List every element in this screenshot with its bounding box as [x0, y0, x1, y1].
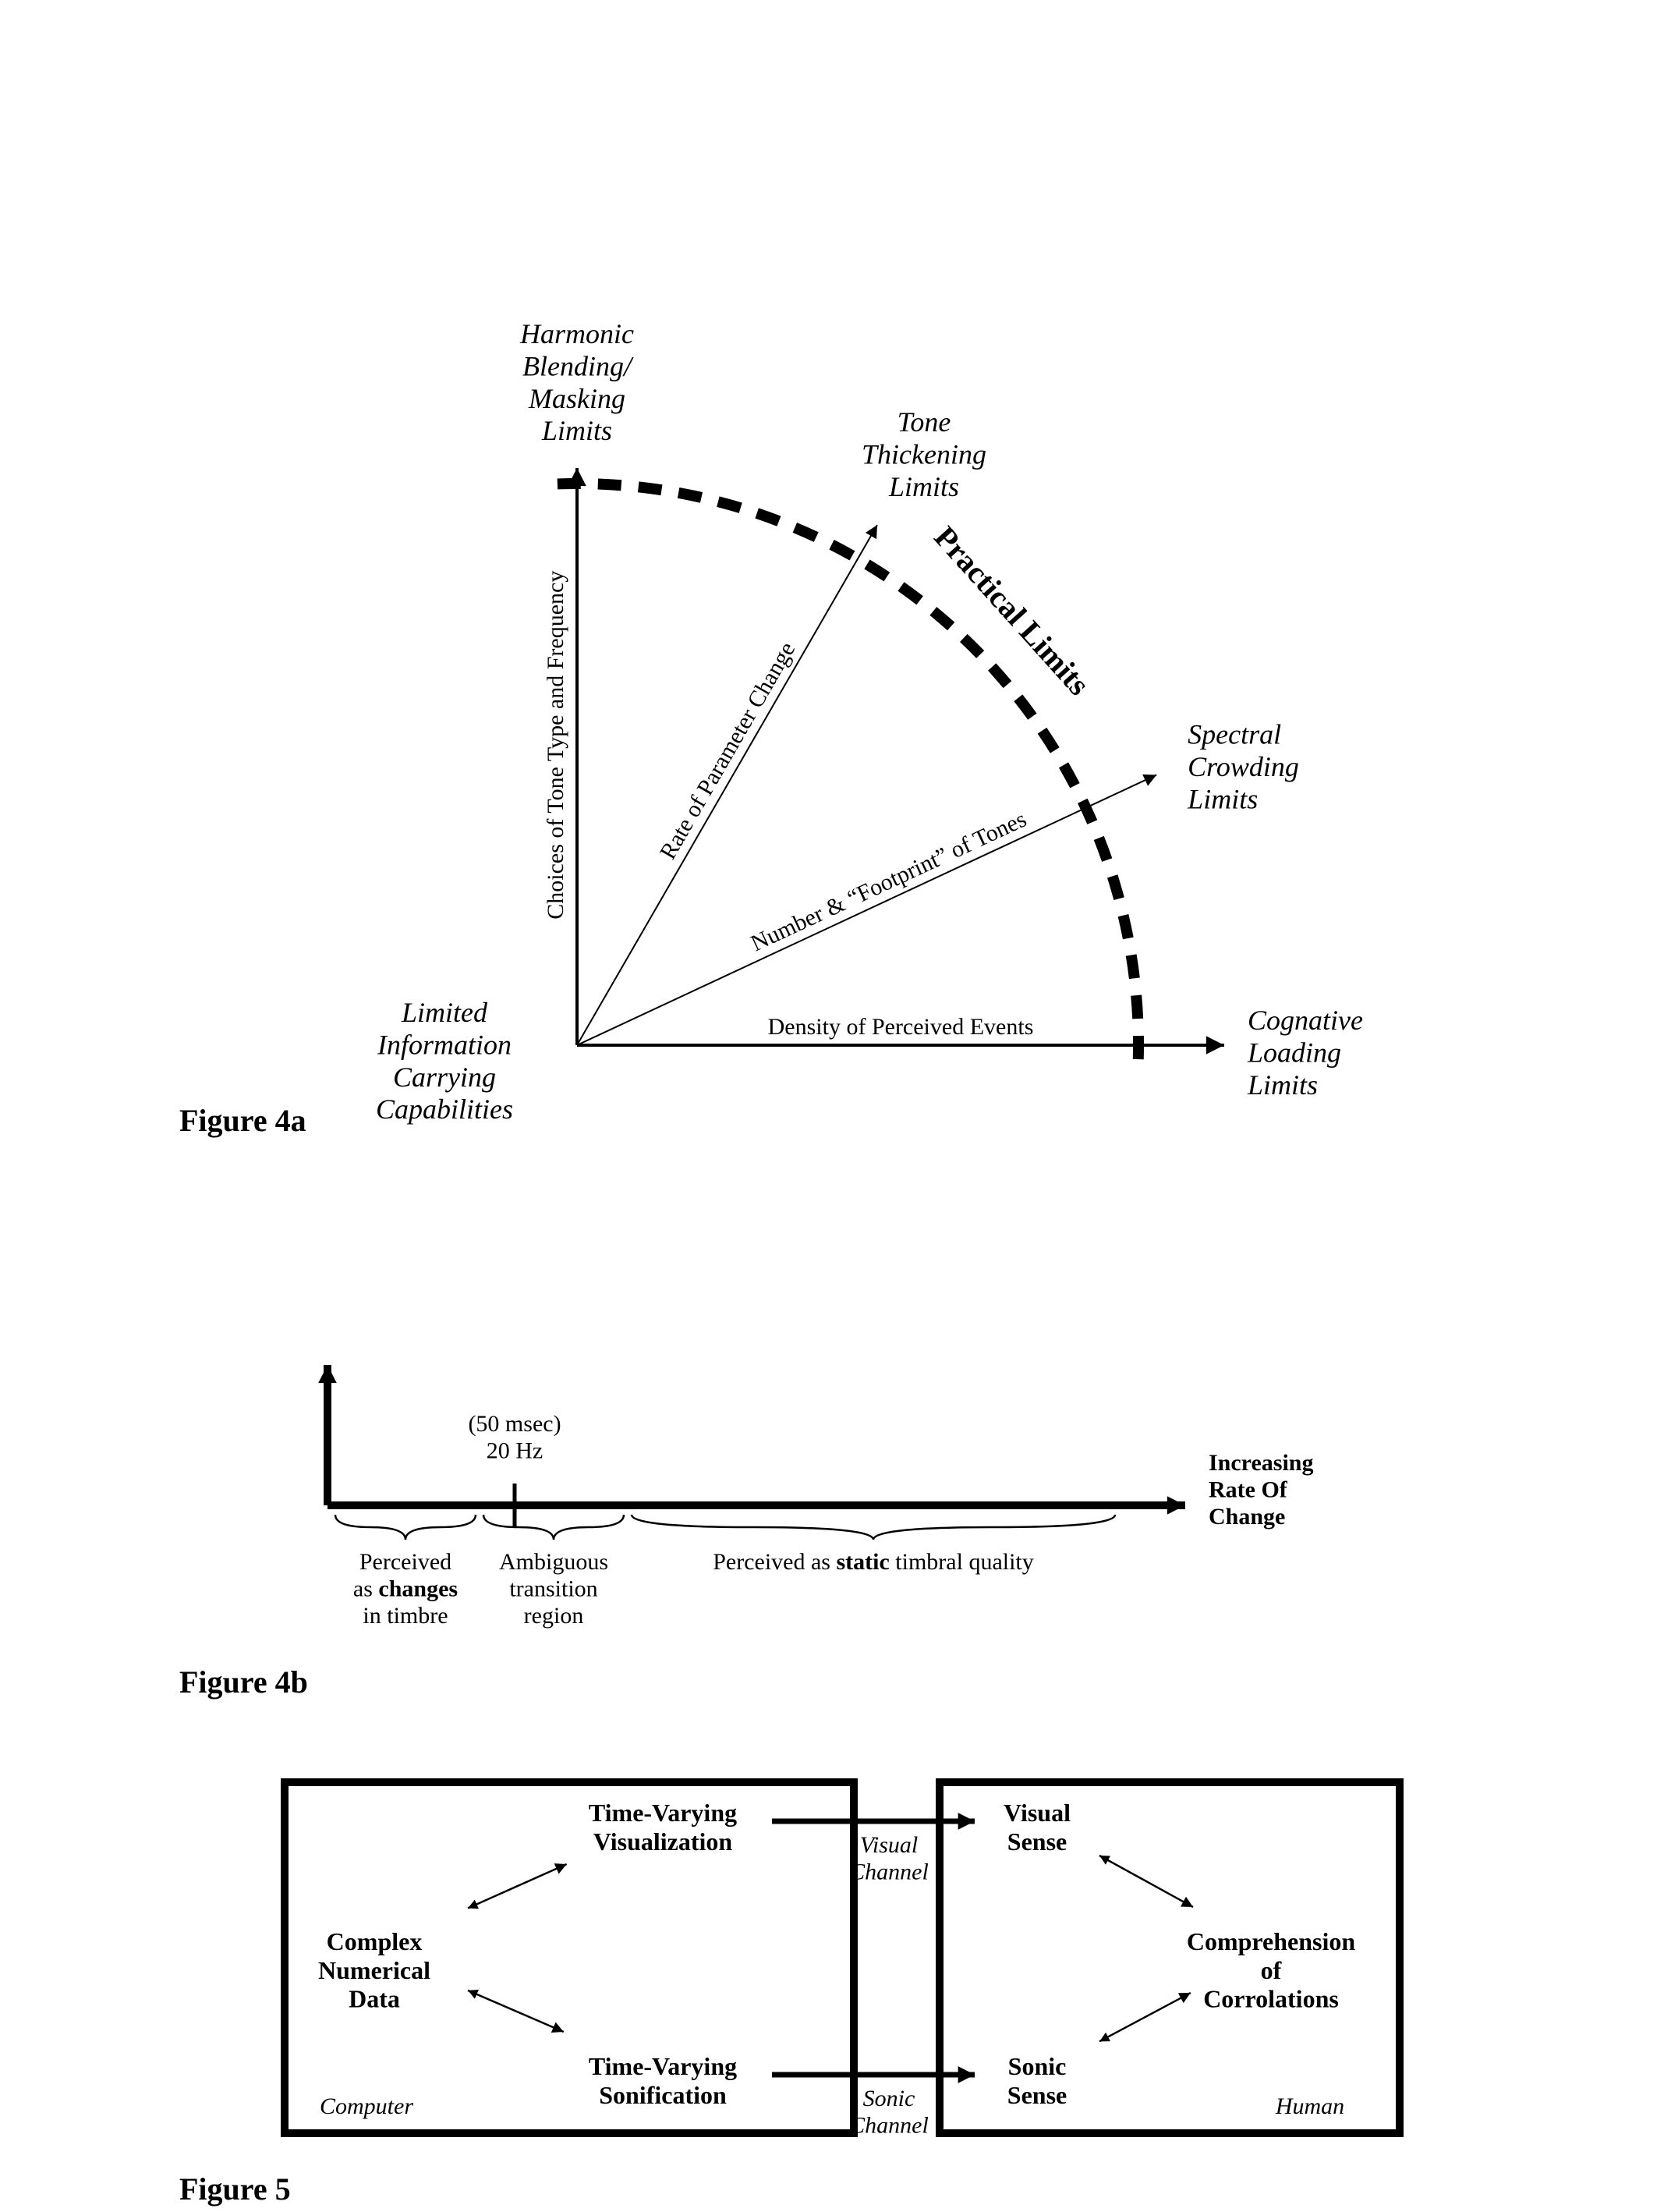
- edge: [468, 1864, 567, 1908]
- ray-label: Number & “Footprint” of Tones: [747, 806, 1030, 956]
- arrowhead: [318, 1365, 337, 1383]
- brace: [632, 1515, 1115, 1540]
- figure-caption: Figure 4a: [179, 1103, 306, 1138]
- edge: [468, 1990, 564, 2032]
- node-ssense: SonicSense: [1007, 2052, 1067, 2109]
- node-vis: Time-VaryingVisualization: [589, 1799, 737, 1856]
- figure-5: ComplexNumericalData Time-VaryingVisualiz…: [179, 1782, 1400, 2207]
- channel-label-sonic: SonicChannel: [849, 2086, 929, 2139]
- figure-4a: Choices of Tone Type and Frequency Harmon…: [179, 318, 1363, 1138]
- axis-end-label: IncreasingRate OfChange: [1209, 1450, 1313, 1530]
- origin-label: LimitedInformationCarryingCapabilities: [376, 997, 513, 1125]
- brace: [483, 1515, 624, 1540]
- figure-4b: (50 msec)20 Hz IncreasingRate OfChange Per…: [179, 1365, 1313, 1700]
- ray-label: Rate of Parameter Change: [655, 638, 800, 864]
- tick-label: (50 msec)20 Hz: [468, 1411, 561, 1464]
- edge: [1099, 1856, 1193, 1907]
- figure-caption: Figure 4b: [179, 1664, 308, 1700]
- arrowhead: [1167, 1496, 1185, 1515]
- channel-label-visual: VisualChannel: [849, 1832, 929, 1885]
- tip-label: ToneThickeningLimits: [862, 406, 986, 502]
- domain-label-computer: Computer: [320, 2093, 413, 2119]
- node-son: Time-VaryingSonification: [589, 2052, 737, 2109]
- node-vsense: VisualSense: [1004, 1799, 1071, 1856]
- arrowhead: [958, 2066, 975, 2083]
- arc-label: Practical Limits: [928, 519, 1097, 702]
- tip-label: CognativeLoadingLimits: [1247, 1005, 1363, 1101]
- domain-label-human: Human: [1275, 2093, 1344, 2119]
- ray: [577, 775, 1156, 1045]
- arrowhead: [866, 525, 877, 539]
- edge: [1099, 1993, 1191, 2041]
- brace-label: Ambiguoustransitionregion: [499, 1549, 608, 1629]
- node-comp: ComprehensionofCorrolations: [1187, 1927, 1356, 2013]
- figure-caption: Figure 5: [179, 2171, 291, 2207]
- ray-label: Density of Perceived Events: [768, 1014, 1034, 1040]
- tip-label: SpectralCrowdingLimits: [1187, 718, 1299, 814]
- node-data: ComplexNumericalData: [318, 1927, 430, 2013]
- arrowhead: [1206, 1036, 1224, 1055]
- page-root: Choices of Tone Type and Frequency Harmon…: [0, 0, 1664, 2212]
- arrowhead: [958, 1813, 975, 1830]
- brace-label: Perceived as static timbral quality: [713, 1549, 1034, 1575]
- practical-limits-arc: [558, 484, 1138, 1065]
- ray-label: Choices of Tone Type and Frequency: [543, 571, 568, 920]
- ray: [577, 525, 877, 1045]
- tip-label: HarmonicBlending/MaskingLimits: [519, 318, 634, 446]
- canvas: Choices of Tone Type and Frequency Harmon…: [0, 0, 1664, 2212]
- brace-label: Perceivedas changesin timbre: [353, 1549, 458, 1629]
- brace: [335, 1515, 476, 1540]
